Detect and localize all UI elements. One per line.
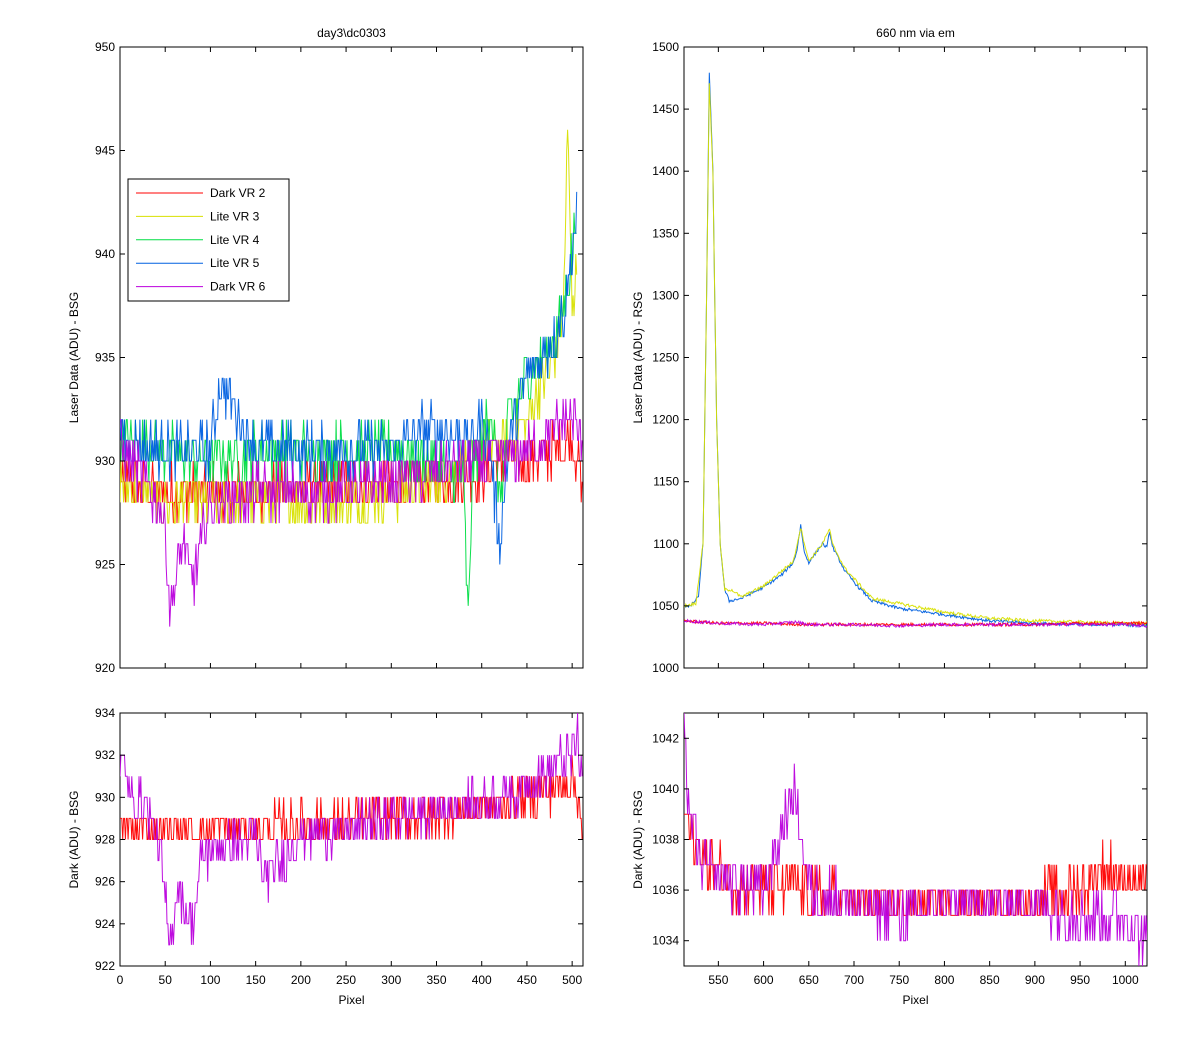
x-tick-label: 50 — [159, 973, 173, 987]
axes-2: 1000 1050 1100 1150 1200 1250 1300 1350 1400 1450… — [631, 26, 1148, 675]
legend-label: Dark VR 2 — [210, 186, 266, 200]
x-tick-label: 450 — [517, 973, 537, 987]
series-line-4 — [120, 191, 578, 565]
y-tick-label: 932 — [95, 748, 115, 762]
x-axis-label: Pixel — [902, 993, 928, 1007]
x-tick-label: 0 — [117, 973, 124, 987]
plot-area — [119, 712, 584, 967]
axes-3: 922 924 926 928 930 932 934 0 50 100 150 200 250 300 3… — [67, 706, 584, 1007]
data-layer — [120, 713, 583, 946]
y-tick-label: 1050 — [652, 599, 679, 613]
x-tick-label: 550 — [708, 973, 728, 987]
y-axis-label: Laser Data (ADU) - RSG — [631, 291, 645, 423]
y-tick-label: 930 — [95, 790, 115, 804]
x-tick-label: 300 — [381, 973, 401, 987]
series-line-1 — [120, 755, 583, 840]
y-tick-label: 1150 — [653, 475, 679, 489]
x-tick-label: 100 — [200, 973, 220, 987]
legend-box — [127, 178, 290, 302]
y-tick-label: 1250 — [652, 351, 679, 365]
y-tick-label: 1040 — [652, 782, 679, 796]
y-tick-label: 1300 — [652, 288, 679, 302]
x-tick-label: 400 — [472, 973, 492, 987]
y-tick-label: 1400 — [652, 164, 679, 178]
x-tick-label: 600 — [754, 973, 774, 987]
y-tick-label: 950 — [95, 40, 115, 54]
series-line-2 — [684, 83, 1147, 627]
plot-area — [683, 46, 1148, 669]
y-tick-label: 945 — [95, 144, 115, 158]
x-axis-label: Pixel — [338, 993, 364, 1007]
y-tick-label: 922 — [95, 959, 115, 973]
x-tick-label: 1000 — [1112, 973, 1139, 987]
x-tick-label: 800 — [934, 973, 954, 987]
legend-label: Dark VR 6 — [210, 280, 266, 294]
x-tick-label: 200 — [291, 973, 311, 987]
x-tick-label: 750 — [889, 973, 909, 987]
y-tick-label: 1200 — [652, 413, 679, 427]
legend-label: Lite VR 5 — [210, 256, 260, 270]
series-line-2 — [120, 713, 583, 946]
y-axis-label: Dark (ADU) - BSG — [67, 790, 81, 888]
axes-4: 1034 1036 1038 1040 1042 550 600 650 700 750 800 85… — [631, 712, 1148, 1007]
legend-label: Lite VR 3 — [210, 209, 260, 223]
y-tick-label: 1350 — [652, 226, 679, 240]
plot-area — [119, 46, 584, 669]
x-tick-label: 900 — [1025, 973, 1045, 987]
x-tick-label: 500 — [562, 973, 582, 987]
y-tick-label: 935 — [95, 351, 115, 365]
y-tick-label: 940 — [95, 247, 115, 261]
y-tick-label: 1500 — [652, 40, 679, 54]
y-axis-label: Dark (ADU) - RSG — [631, 790, 645, 889]
x-tick-label: 950 — [1070, 973, 1090, 987]
chart-title: day3\dc0303 — [317, 26, 386, 40]
y-tick-label: 1036 — [652, 883, 679, 897]
y-tick-label: 924 — [95, 917, 115, 931]
series-line-5 — [120, 398, 583, 627]
data-layer — [120, 129, 583, 627]
axes-1: 920 925 930 935 940 945 950 day3\dc0303 Laser Da… — [67, 26, 584, 675]
chart-title: 660 nm via em — [876, 26, 955, 40]
data-layer — [684, 72, 1147, 629]
legend-label: Lite VR 4 — [210, 233, 260, 247]
y-tick-label: 1042 — [652, 731, 679, 745]
x-tick-label: 350 — [426, 973, 446, 987]
y-tick-label: 930 — [95, 454, 115, 468]
y-tick-label: 926 — [95, 875, 115, 889]
y-tick-label: 1034 — [652, 934, 679, 948]
y-tick-label: 1038 — [652, 833, 679, 847]
x-tick-label: 850 — [980, 973, 1000, 987]
x-tick-label: 650 — [799, 973, 819, 987]
y-tick-label: 1450 — [652, 102, 679, 116]
data-layer — [684, 713, 1147, 966]
y-tick-label: 1100 — [653, 537, 679, 551]
x-tick-label: 150 — [246, 973, 266, 987]
series-line-2 — [684, 713, 1147, 966]
x-tick-label: 700 — [844, 973, 864, 987]
y-tick-label: 925 — [95, 558, 115, 572]
y-tick-label: 1000 — [652, 661, 679, 675]
y-axis-label: Laser Data (ADU) - BSG — [67, 292, 81, 423]
series-line-4 — [684, 618, 1147, 628]
y-tick-label: 920 — [95, 661, 115, 675]
y-tick-label: 934 — [95, 706, 115, 720]
y-tick-label: 928 — [95, 833, 115, 847]
legend: Dark VR 2 Lite VR 3 Lite VR 4 Lite VR 5 Dark… — [127, 178, 290, 302]
x-tick-label: 250 — [336, 973, 356, 987]
